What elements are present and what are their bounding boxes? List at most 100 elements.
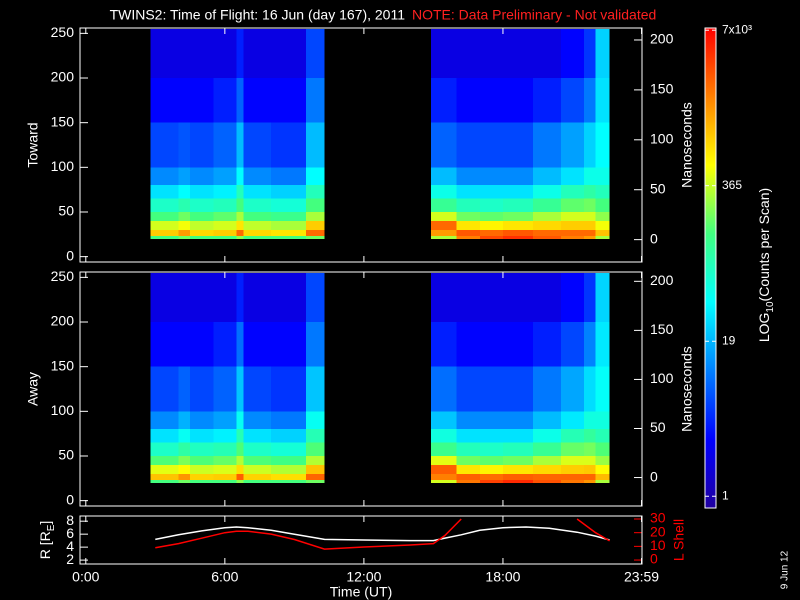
heatmap-cell [178, 464, 191, 474]
heatmap-cell [431, 122, 457, 168]
y-tick-label: 2 [66, 551, 74, 567]
heatmap-cell [213, 473, 237, 481]
heatmap-cell [178, 167, 191, 186]
heatmap-cell [190, 185, 214, 199]
colorbar [704, 27, 717, 509]
heatmap-cell [431, 229, 457, 237]
heatmap-cell [305, 236, 325, 239]
heatmap-cell [456, 78, 480, 123]
heatmap-cell [533, 28, 561, 79]
heatmap-cell [150, 480, 179, 483]
heatmap-cell [190, 272, 214, 323]
heatmap-cell [236, 272, 244, 323]
heatmap-cell [150, 185, 179, 199]
heatmap-cell [456, 429, 480, 443]
heatmap-cell [150, 322, 179, 367]
y2-tick-label: 200 [650, 31, 674, 47]
heatmap-cell [533, 429, 561, 443]
heatmap-cell [533, 198, 561, 212]
label-part: LOG [756, 313, 772, 343]
plot-frame [79, 27, 643, 263]
x-axis-label: Time (UT) [330, 584, 392, 600]
heatmap-cell [213, 442, 237, 456]
heatmap-cell [190, 480, 214, 483]
heatmap-cell [305, 429, 325, 443]
heatmap-cell [236, 78, 244, 123]
heatmap-cell [190, 167, 214, 186]
y-tick-label: 50 [58, 203, 74, 219]
label-part: R [R [37, 531, 53, 559]
y-tick-label: 100 [51, 402, 75, 418]
heatmap-cell [213, 198, 237, 212]
heatmap-cell [236, 122, 244, 168]
heatmap-cell [305, 167, 325, 186]
heatmap-cell [595, 211, 610, 221]
heatmap-cell [213, 122, 237, 168]
heatmap-cell [479, 480, 503, 483]
heatmap-cell [243, 442, 272, 456]
heatmap-cell [213, 272, 237, 323]
heatmap-cell [190, 411, 214, 430]
heatmap-cell [178, 28, 191, 79]
heatmap-cell [456, 442, 480, 456]
heatmap-cell [431, 322, 457, 367]
heatmap-cell [236, 211, 244, 221]
heatmap-cell [595, 455, 610, 465]
heatmap-cell [150, 411, 179, 430]
heatmap-cell [479, 167, 503, 186]
y2-tick-label: 50 [650, 419, 666, 435]
heatmap-cell [271, 167, 306, 186]
heatmap-cell [178, 442, 191, 456]
heatmap-cell [271, 464, 306, 474]
label-part: (Counts per Scan) [756, 188, 772, 302]
heatmap-cell [560, 366, 585, 412]
heatmap-cell [271, 198, 306, 212]
heatmap-cell [190, 473, 214, 481]
heatmap-cell [456, 185, 480, 199]
heatmap-cell [431, 220, 457, 230]
heatmap-cell [560, 429, 585, 443]
y2-tick-label: 0 [650, 468, 658, 484]
heatmap-cell [190, 322, 214, 367]
heatmap-cell [243, 473, 272, 481]
heatmap-cell [243, 198, 272, 212]
heatmap-cell [236, 167, 244, 186]
y2-axis-label: L Shell [671, 519, 687, 561]
heatmap-cell [479, 185, 503, 199]
heatmap-cell [305, 455, 325, 465]
heatmap-cell [479, 366, 503, 412]
heatmap-cell [190, 236, 214, 239]
heatmap-cell [243, 411, 272, 430]
heatmap-cell [560, 442, 585, 456]
heatmap-cell [502, 220, 534, 230]
colorbar-label: LOG10(Counts per Scan) [756, 188, 776, 342]
heatmap-cell [150, 429, 179, 443]
heatmap-cell [584, 122, 596, 168]
heatmap-cell [456, 198, 480, 212]
heatmap-cell [502, 185, 534, 199]
heatmap-cell [431, 185, 457, 199]
heatmap-cell [479, 122, 503, 168]
heatmap-cell [190, 211, 214, 221]
heatmap-cell [271, 220, 306, 230]
heatmap-cell [271, 442, 306, 456]
heatmap-cell [305, 272, 325, 323]
heatmap-cell [533, 480, 561, 483]
heatmap-cell [213, 464, 237, 474]
heatmap-cell [584, 455, 596, 465]
heatmap-cell [271, 473, 306, 481]
heatmap-cell [305, 122, 325, 168]
heatmap-cell [150, 442, 179, 456]
heatmap-cell [236, 480, 244, 483]
heatmap-cell [502, 455, 534, 465]
heatmap-cell [150, 220, 179, 230]
heatmap-cell [595, 411, 610, 430]
heatmap-cell [271, 411, 306, 430]
x-tick-label: 0:00 [72, 569, 99, 585]
heatmap-cell [456, 122, 480, 168]
y2-tick-label: 30 [650, 510, 666, 526]
heatmap-cell [178, 78, 191, 123]
y-tick-label: 250 [51, 24, 75, 40]
heatmap-cell [479, 455, 503, 465]
heatmap-cell [560, 78, 585, 123]
